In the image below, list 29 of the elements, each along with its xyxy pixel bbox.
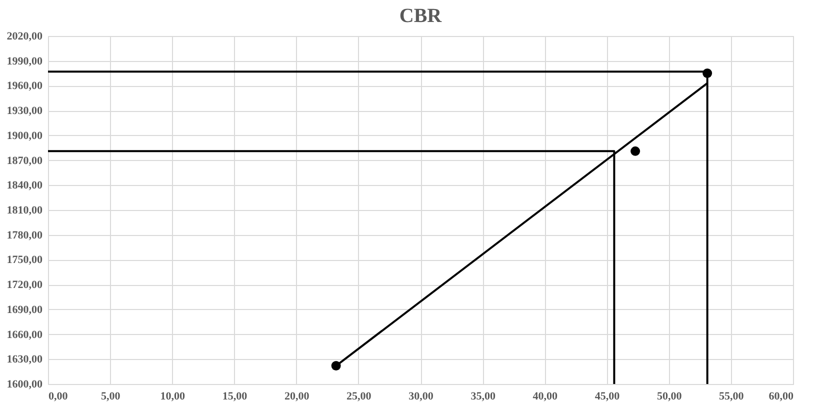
- x-tick-label: 10,00: [160, 390, 186, 402]
- y-tick-label: 1780,00: [6, 229, 43, 242]
- chart-title: CBR: [399, 5, 442, 27]
- y-tick-label: 2020,00: [6, 30, 43, 42]
- x-tick-label: 0,00: [48, 390, 68, 402]
- x-tick-label: 50,00: [656, 390, 682, 402]
- x-tick-label: 35,00: [470, 390, 496, 402]
- y-tick-label: 1660,00: [6, 328, 43, 341]
- y-tick-label: 1630,00: [6, 354, 43, 366]
- y-tick-label: 1810,00: [6, 204, 43, 216]
- y-tick-label: 1870,00: [6, 154, 43, 167]
- x-tick-label: 45,00: [594, 390, 620, 402]
- x-tick-label: 40,00: [532, 390, 558, 402]
- y-tick-label: 1990,00: [6, 55, 43, 68]
- x-tick-label: 5,00: [100, 390, 121, 402]
- y-tick-label: 1600,00: [6, 378, 43, 390]
- y-tick-label: 1720,00: [6, 279, 43, 292]
- y-tick-label: 1900,00: [6, 130, 43, 142]
- x-tick-label: 25,00: [346, 390, 372, 402]
- y-tick-label: 1840,00: [6, 180, 43, 192]
- x-tick-label: 20,00: [284, 390, 310, 402]
- x-tick-label: 15,00: [222, 390, 248, 402]
- x-tick-label: 30,00: [408, 390, 434, 402]
- x-tick-label: 60,00: [768, 390, 794, 402]
- y-tick-label: 1750,00: [6, 254, 43, 266]
- y-tick-label: 1690,00: [6, 304, 43, 316]
- y-tick-label: 1930,00: [6, 105, 43, 118]
- y-tick-label: 1960,00: [6, 80, 43, 92]
- x-tick-label: 55,00: [719, 390, 744, 402]
